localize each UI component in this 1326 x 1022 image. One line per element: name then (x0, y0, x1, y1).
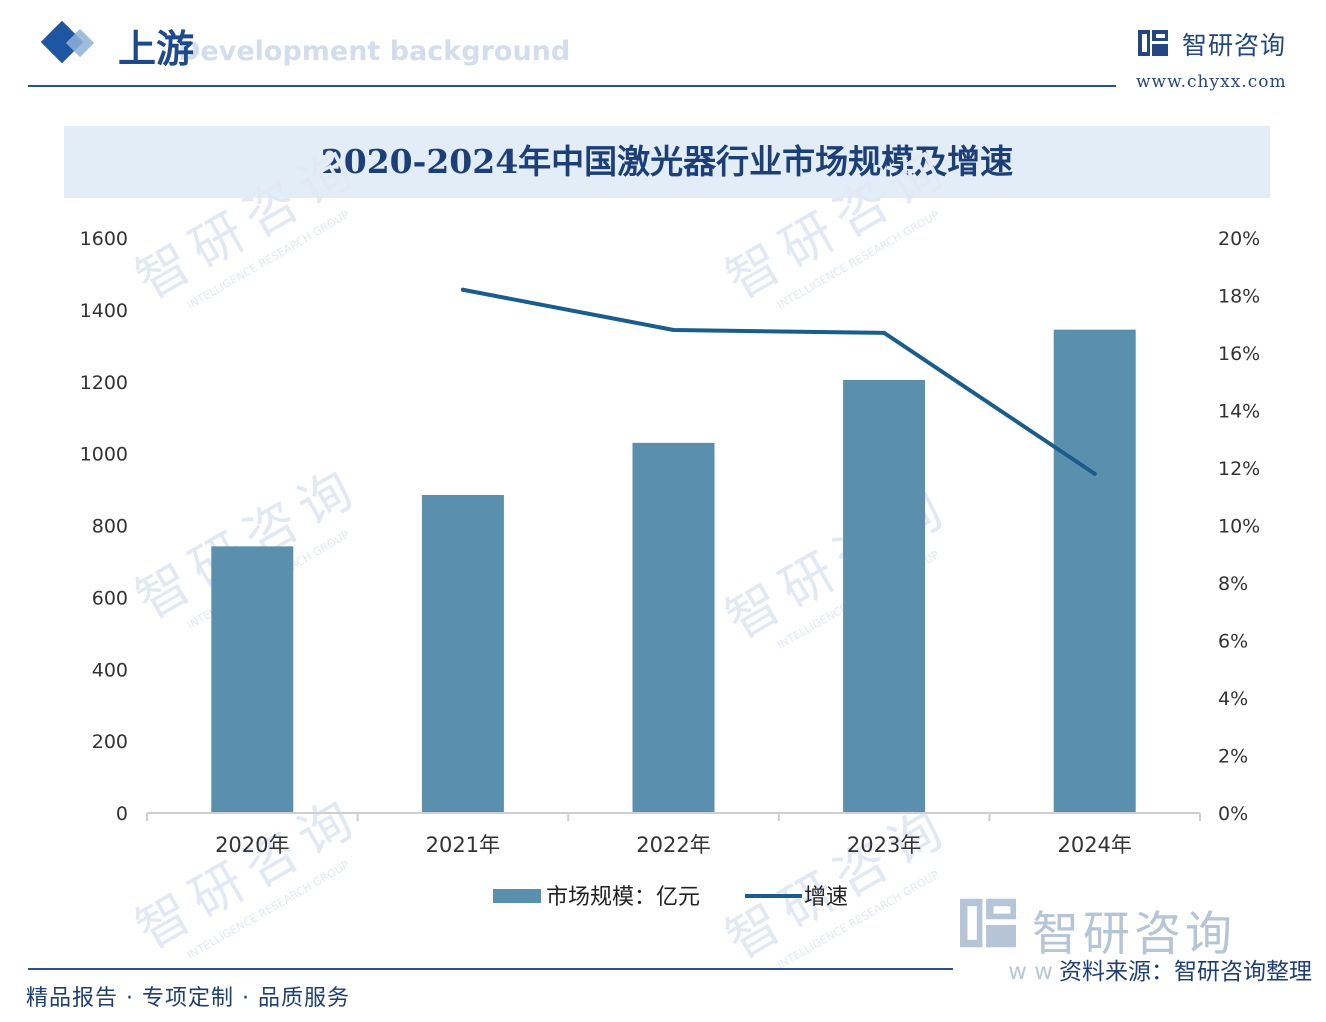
section-subtitle: Development background (178, 36, 571, 67)
bar-2 (421, 494, 504, 813)
left-axis-ticks: 0 200 400 600 800 1000 1200 1400 1600 (80, 228, 128, 825)
footer-brand-text: 智研咨询 (1032, 907, 1236, 962)
right-axis-tick-label: 4% (1218, 688, 1248, 710)
chart-title: 2020-2024年中国激光器行业市场规模及增速 (320, 142, 1014, 181)
legend-bar-label: 市场规模：亿元 (546, 885, 700, 910)
right-axis-tick-label: 0% (1218, 803, 1248, 825)
x-axis-tick-label: 2020年 (215, 833, 289, 857)
footer-source-prefix: w w (1008, 959, 1053, 985)
right-axis-tick-label: 10% (1218, 516, 1260, 538)
growth-point (1092, 471, 1097, 476)
legend-line-label: 增速 (804, 885, 848, 910)
left-axis-tick-label: 400 (92, 659, 128, 681)
bar-series (211, 329, 1136, 813)
footer-brand-watermark: 智研咨询 (956, 893, 1296, 962)
brand-block: 智研咨询 www.chyxx.com (1136, 24, 1316, 94)
left-axis-tick-label: 1400 (80, 300, 128, 322)
left-axis-tick-label: 600 (92, 587, 128, 609)
left-axis-tick-label: 200 (92, 731, 128, 753)
x-axis-tick-label: 2024年 (1057, 833, 1131, 857)
line-series (460, 287, 1097, 476)
page-header: Development background 上游 智研咨询 www.chyxx… (0, 0, 1326, 100)
footer-tagline: 精品报告 · 专项定制 · 品质服务 (26, 986, 350, 1011)
right-axis-ticks: 0% 2% 4% 6% 8% 10% 12% 14% 16% 18% 20% (1218, 228, 1260, 825)
x-axis-tick-label: 2023年 (847, 833, 921, 857)
left-axis-tick-label: 800 (92, 516, 128, 538)
right-axis-tick-label: 2% (1218, 746, 1248, 768)
right-axis-tick-label: 12% (1218, 458, 1260, 480)
right-axis-tick-label: 6% (1218, 631, 1248, 653)
bar-5 (1053, 329, 1136, 813)
footer-source-text: 资料来源：智研咨询整理 (1059, 959, 1312, 985)
brand-logo-icon (1138, 30, 1168, 56)
left-axis-tick-label: 0 (116, 803, 128, 825)
footer-divider (28, 968, 953, 970)
right-axis-tick-label: 16% (1218, 343, 1260, 365)
growth-point (460, 287, 465, 292)
brand-name: 智研咨询 (1182, 31, 1287, 60)
legend: 市场规模：亿元 增速 (493, 885, 848, 910)
growth-line (460, 287, 1097, 476)
bar-4 (843, 379, 926, 813)
x-axis-ticks: 2020年 2021年 2022年 2023年 2024年 (146, 813, 1201, 857)
left-axis-tick-label: 1200 (80, 372, 128, 394)
left-axis-tick-label: 1600 (80, 228, 128, 250)
footer-source: w w 资料来源：智研咨询整理 (1008, 952, 1312, 986)
brand-url: www.chyxx.com (1136, 72, 1287, 92)
right-axis-tick-label: 14% (1218, 401, 1260, 423)
bar-3 (632, 442, 715, 813)
chart-title-band: 2020-2024年中国激光器行业市场规模及增速 (64, 126, 1270, 198)
legend-bar-swatch (493, 889, 541, 903)
left-axis-tick-label: 1000 (80, 444, 128, 466)
right-axis-tick-label: 20% (1218, 228, 1260, 250)
header-divider (28, 85, 1116, 87)
section-title: 上游 (118, 26, 195, 71)
x-axis-tick-label: 2022年 (636, 833, 710, 857)
growth-point (882, 330, 887, 335)
x-axis-tick-label: 2021年 (426, 833, 500, 857)
footer-logo-icon (960, 898, 1016, 948)
bar-1 (211, 546, 294, 813)
right-axis-tick-label: 18% (1218, 286, 1260, 308)
growth-point (671, 328, 676, 332)
right-axis-tick-label: 8% (1218, 573, 1248, 595)
